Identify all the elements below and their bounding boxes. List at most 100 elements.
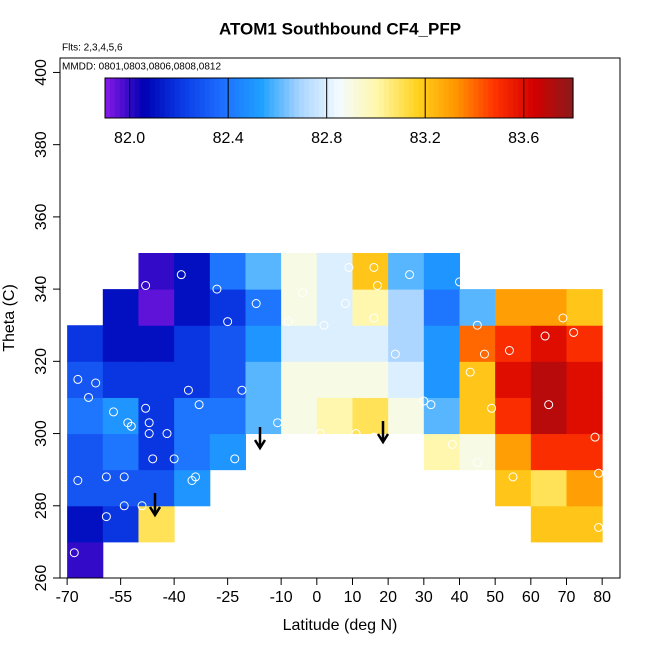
colorbar-swatch (513, 78, 519, 118)
data-point (426, 400, 436, 410)
colorbar-swatch (403, 78, 410, 118)
data-point (194, 400, 204, 410)
data-point (401, 457, 411, 467)
x-tick-label: 10 (344, 589, 362, 606)
data-point (144, 418, 154, 428)
data-point (590, 432, 600, 442)
colorbar-swatch (284, 78, 290, 118)
colorbar-swatch (553, 78, 559, 118)
heat-cell (352, 253, 389, 290)
colorbar-swatch (548, 78, 554, 118)
heat-cell (566, 397, 603, 435)
colorbar-swatch (159, 78, 166, 118)
colorbar-swatch (493, 78, 499, 118)
annotation: MMDD: 0801,0803,0806,0808,0812 (62, 62, 221, 73)
colorbar-swatch (174, 78, 181, 118)
heat-cell (138, 289, 175, 326)
heat-cell (209, 253, 246, 290)
data-point (251, 299, 261, 309)
data-point (137, 501, 147, 511)
data-point (594, 522, 604, 532)
colorbar-swatch (488, 78, 494, 118)
colorbar-tick-label: 82.4 (213, 130, 244, 147)
heat-cell (566, 361, 603, 398)
data-point (558, 313, 568, 323)
colorbar-swatch (139, 78, 146, 118)
data-point (73, 476, 83, 485)
data-point (479, 349, 489, 359)
heat-cell (174, 397, 211, 435)
data-point (176, 270, 186, 280)
heat-cell (566, 325, 603, 362)
data-point (283, 317, 293, 327)
heat-cell (245, 253, 282, 290)
data-point (319, 320, 329, 330)
colorbar-swatch (184, 78, 191, 118)
colorbar-swatch (378, 78, 385, 118)
x-tick-label: 70 (558, 589, 576, 606)
colorbar-swatch (388, 78, 395, 118)
heat-cell (174, 253, 211, 290)
heat-cell (138, 325, 175, 362)
colorbar-swatch (473, 78, 480, 118)
heat-cell (530, 469, 567, 507)
heat-cell (67, 469, 104, 507)
data-point (141, 403, 151, 413)
colorbar-swatch (353, 78, 360, 118)
colorbar-swatch (254, 78, 260, 118)
heat-cell (138, 433, 175, 471)
colorbar-swatch (294, 78, 300, 118)
colorbar-swatch (179, 78, 186, 118)
data-point (298, 288, 308, 298)
heat-cell (495, 361, 532, 398)
colorbar-swatch (189, 78, 196, 118)
heat-cell (388, 253, 425, 290)
data-point (508, 472, 518, 482)
data-point (101, 512, 111, 522)
chart-title: ATOM1 Southbound CF4_PFP (219, 19, 461, 38)
heat-cell (174, 325, 211, 362)
heat-cell (245, 397, 282, 435)
x-tick-label: 20 (379, 589, 397, 606)
data-point (369, 262, 379, 272)
data-point (91, 378, 101, 388)
colorbar-swatch (533, 78, 539, 118)
colorbar-swatch (398, 78, 405, 118)
colorbar-swatch (468, 78, 475, 118)
heat-cell (388, 361, 425, 398)
colorbar-tick-label: 82.8 (311, 130, 342, 147)
colorbar-swatch (134, 78, 141, 118)
colorbar-swatch (209, 78, 216, 118)
colorbar-swatch (299, 78, 305, 118)
heat-cell (281, 253, 318, 290)
colorbar-swatch (329, 78, 335, 118)
colorbar-swatch (543, 78, 549, 118)
data-point (230, 454, 240, 464)
data-point (141, 281, 151, 290)
heat-cell (102, 433, 139, 471)
colorbar-swatch (289, 78, 295, 118)
heat-cell (459, 397, 496, 435)
data-point (101, 472, 111, 482)
data-point (405, 270, 415, 280)
colorbar-swatch (393, 78, 400, 118)
heat-cell (102, 361, 139, 398)
data-point (419, 396, 429, 406)
heatmap (67, 253, 603, 579)
heat-cell (281, 361, 318, 398)
heat-cell (459, 325, 496, 362)
data-point (447, 439, 457, 449)
colorbar-swatch (194, 78, 201, 118)
heat-cell (530, 289, 567, 326)
colorbar: 82.0 82.4 82.8 83.2 83.6 (104, 77, 574, 147)
heat-cell (352, 325, 389, 362)
heat-cell (138, 361, 175, 398)
heat-cell (209, 325, 246, 362)
colorbar-swatch (229, 78, 236, 118)
heat-cell (566, 433, 603, 471)
heat-cell (138, 397, 175, 435)
data-point (544, 400, 554, 410)
heat-cell (495, 397, 532, 435)
y-tick-label: 320 (33, 348, 50, 375)
data-point (169, 454, 179, 464)
